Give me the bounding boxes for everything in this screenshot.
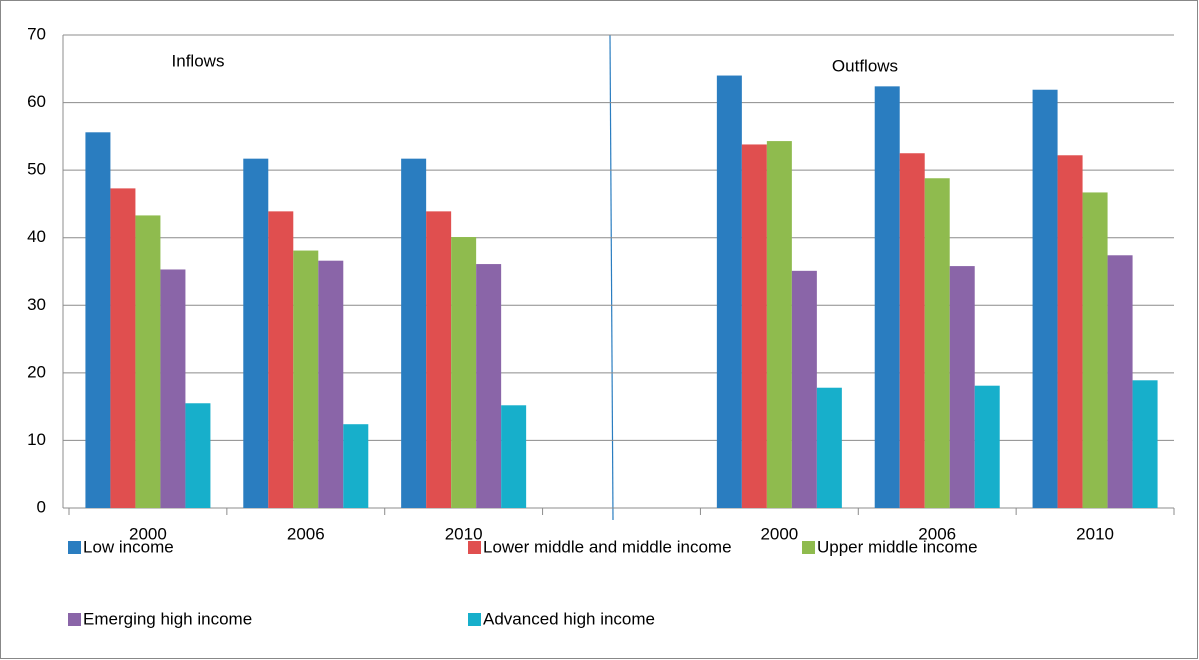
legend-swatch xyxy=(802,541,815,554)
y-tick-label: 50 xyxy=(27,160,46,179)
bar xyxy=(974,385,1000,508)
bar xyxy=(1082,192,1108,509)
bar xyxy=(135,215,161,508)
legend-swatch xyxy=(468,541,481,554)
x-tick-label: 2010 xyxy=(445,524,483,543)
y-tick-label: 70 xyxy=(27,24,46,43)
bar xyxy=(160,269,186,508)
y-tick-label: 30 xyxy=(27,295,46,314)
y-tick-label: 60 xyxy=(27,92,46,111)
bar xyxy=(426,211,452,508)
y-tick-label: 40 xyxy=(27,227,46,246)
bar xyxy=(476,264,502,508)
bar xyxy=(766,141,792,508)
x-tick-label: 2006 xyxy=(918,524,956,543)
bar xyxy=(949,266,975,508)
legend-label: Upper middle income xyxy=(817,537,978,556)
x-tick-label: 2006 xyxy=(287,524,325,543)
annotation: Outflows xyxy=(832,56,898,75)
legend-label: Emerging high income xyxy=(83,609,252,628)
annotation: Inflows xyxy=(172,51,225,70)
bar xyxy=(1032,89,1058,509)
divider-line xyxy=(609,34,614,521)
legend-label: Advanced high income xyxy=(483,609,655,628)
x-tick-label: 2000 xyxy=(760,524,798,543)
bar xyxy=(816,387,842,508)
bar xyxy=(185,403,211,508)
bar xyxy=(110,188,136,508)
bar xyxy=(1057,155,1083,508)
y-tick-label: 10 xyxy=(27,430,46,449)
bar xyxy=(924,178,950,508)
bar xyxy=(293,250,319,508)
legend-swatch xyxy=(68,613,81,626)
bar xyxy=(741,144,767,509)
bar xyxy=(716,75,742,509)
bar xyxy=(501,405,527,508)
legend-swatch xyxy=(468,613,481,626)
bar xyxy=(791,270,817,508)
bar xyxy=(318,260,344,508)
legend-swatch xyxy=(68,541,81,554)
x-tick-label: 2000 xyxy=(129,524,167,543)
bar xyxy=(451,237,477,508)
bar xyxy=(401,158,427,509)
bar xyxy=(243,158,269,509)
legend-label: Lower middle and middle income xyxy=(483,537,732,556)
bar xyxy=(343,424,369,508)
bar xyxy=(874,86,900,509)
legend-label: Low income xyxy=(83,537,174,556)
bar xyxy=(899,153,925,508)
y-tick-label: 0 xyxy=(37,497,46,516)
bar xyxy=(1107,255,1133,508)
bar xyxy=(85,132,111,508)
y-tick-label: 20 xyxy=(27,362,46,381)
bar xyxy=(1132,380,1158,508)
x-tick-label: 2010 xyxy=(1076,524,1114,543)
bar xyxy=(268,211,294,508)
